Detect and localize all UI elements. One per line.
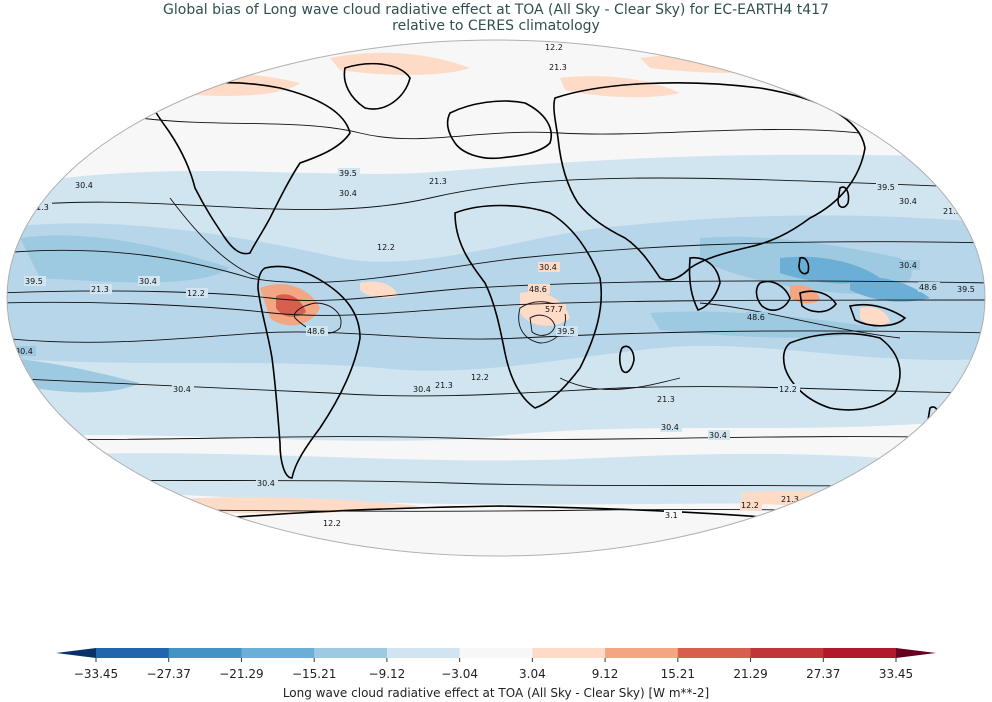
colorbar-tick-label: 33.45 bbox=[879, 667, 913, 681]
contour-label: 30.4 bbox=[413, 385, 431, 394]
contour-label: 30.4 bbox=[851, 485, 869, 494]
contour-label: 12.2 bbox=[191, 73, 209, 82]
colorbar-tick-label: −9.12 bbox=[369, 667, 406, 681]
colorbar-segment bbox=[314, 648, 388, 658]
contour-label: 12.2 bbox=[741, 501, 759, 510]
contour-label: 30.4 bbox=[899, 197, 917, 206]
colorbar-segment bbox=[750, 648, 824, 658]
contour-label: 30.4 bbox=[173, 385, 191, 394]
contour-label: 30.4 bbox=[661, 423, 679, 432]
colorbar-segment bbox=[168, 648, 242, 658]
colorbar-segment bbox=[677, 648, 752, 658]
colorbar-tick-label: −21.29 bbox=[219, 667, 263, 681]
colorbar-segment bbox=[96, 648, 170, 658]
contour-label: 21.3 bbox=[657, 395, 675, 404]
colorbar-tick-label: 27.37 bbox=[806, 667, 840, 681]
colorbar-tick-label: −15.21 bbox=[292, 667, 336, 681]
colorbar-segment bbox=[823, 648, 897, 658]
globe-outline bbox=[6, 39, 986, 557]
colorbar-svg: −33.45 −27.37 −21.29 −15.21 −9.12 −3.04 3.04 9.… bbox=[56, 648, 936, 700]
map-svg: 12.2 12.2 21.3 30.4 21.3 39.5 30.4 21.3 … bbox=[6, 39, 986, 557]
contour-label: 48.6 bbox=[747, 313, 765, 322]
contour-label: 30.4 bbox=[539, 263, 557, 272]
contour-label: 21.3 bbox=[31, 203, 49, 212]
contour-lines bbox=[7, 117, 985, 515]
contour-label: 39.5 bbox=[25, 277, 43, 286]
world-map: 12.2 12.2 21.3 30.4 21.3 39.5 30.4 21.3 … bbox=[0, 38, 992, 568]
contour-label: 21.3 bbox=[91, 285, 109, 294]
contour-label: 48.6 bbox=[307, 327, 325, 336]
colorbar-extend-low bbox=[56, 648, 96, 658]
colorbar-tick-label: 3.04 bbox=[519, 667, 546, 681]
contour-label: 30.4 bbox=[99, 477, 117, 486]
contour-label: 39.5 bbox=[339, 169, 357, 178]
colorbar-tick-label: 15.21 bbox=[661, 667, 695, 681]
contour-label: 3.1 bbox=[239, 543, 252, 552]
colorbar-tick-label: 21.29 bbox=[733, 667, 767, 681]
contour-label: 12.2 bbox=[779, 385, 797, 394]
contour-label: 30.4 bbox=[257, 479, 275, 488]
contour-label: 39.5 bbox=[957, 285, 975, 294]
contour-label: 12.2 bbox=[377, 243, 395, 252]
contour-label: 57.7 bbox=[545, 305, 563, 314]
contour-label: 12.2 bbox=[545, 43, 563, 52]
contour-label: 30.4 bbox=[899, 261, 917, 270]
contour-label: 21.3 bbox=[781, 495, 799, 504]
title-line-2: relative to CERES climatology bbox=[392, 18, 600, 34]
contour-label: 30.4 bbox=[339, 189, 357, 198]
colorbar-label: Long wave cloud radiative effect at TOA … bbox=[283, 686, 709, 700]
contour-label: 30.4 bbox=[709, 431, 727, 440]
contour-label: 48.6 bbox=[919, 283, 937, 292]
colorbar-segment bbox=[241, 648, 315, 658]
contour-label: 39.5 bbox=[557, 327, 575, 336]
colorbar-extend-high bbox=[896, 648, 936, 658]
contour-label: 21.3 bbox=[943, 207, 961, 216]
contour-label: 30.4 bbox=[75, 181, 93, 190]
contour-label: 3.1 bbox=[665, 511, 678, 520]
colorbar-tick-label: 9.12 bbox=[592, 667, 619, 681]
colorbar-tick-label: −3.04 bbox=[441, 667, 478, 681]
colorbar: −33.45 −27.37 −21.29 −15.21 −9.12 −3.04 3.04 9.… bbox=[0, 630, 992, 702]
contour-label: 21.3 bbox=[549, 63, 567, 72]
contour-label: 21.3 bbox=[429, 177, 447, 186]
contour-label: 21.3 bbox=[435, 381, 453, 390]
contour-label: 30.4 bbox=[15, 347, 33, 356]
colorbar-segment bbox=[532, 648, 606, 658]
contour-label: 30.4 bbox=[139, 277, 157, 286]
colorbar-segment bbox=[386, 648, 461, 658]
colorbar-segment bbox=[605, 648, 679, 658]
contour-label: 12.2 bbox=[323, 519, 341, 528]
contour-label: 12.2 bbox=[187, 289, 205, 298]
colorbar-segment bbox=[459, 648, 533, 658]
contour-label: 48.6 bbox=[529, 285, 547, 294]
colorbar-tick-label: −27.37 bbox=[147, 667, 191, 681]
map-field: 12.2 12.2 21.3 30.4 21.3 39.5 30.4 21.3 … bbox=[7, 40, 985, 556]
colorbar-tick-label: −33.45 bbox=[74, 667, 118, 681]
contour-label: 39.5 bbox=[877, 183, 895, 192]
contour-label: 21.3 bbox=[173, 505, 191, 514]
contour-label-group: 12.2 12.2 21.3 30.4 21.3 39.5 30.4 21.3 … bbox=[14, 42, 978, 552]
contour-label: 12.2 bbox=[471, 373, 489, 382]
title-line-1: Global bias of Long wave cloud radiative… bbox=[163, 2, 829, 18]
map-title: Global bias of Long wave cloud radiative… bbox=[0, 2, 992, 34]
